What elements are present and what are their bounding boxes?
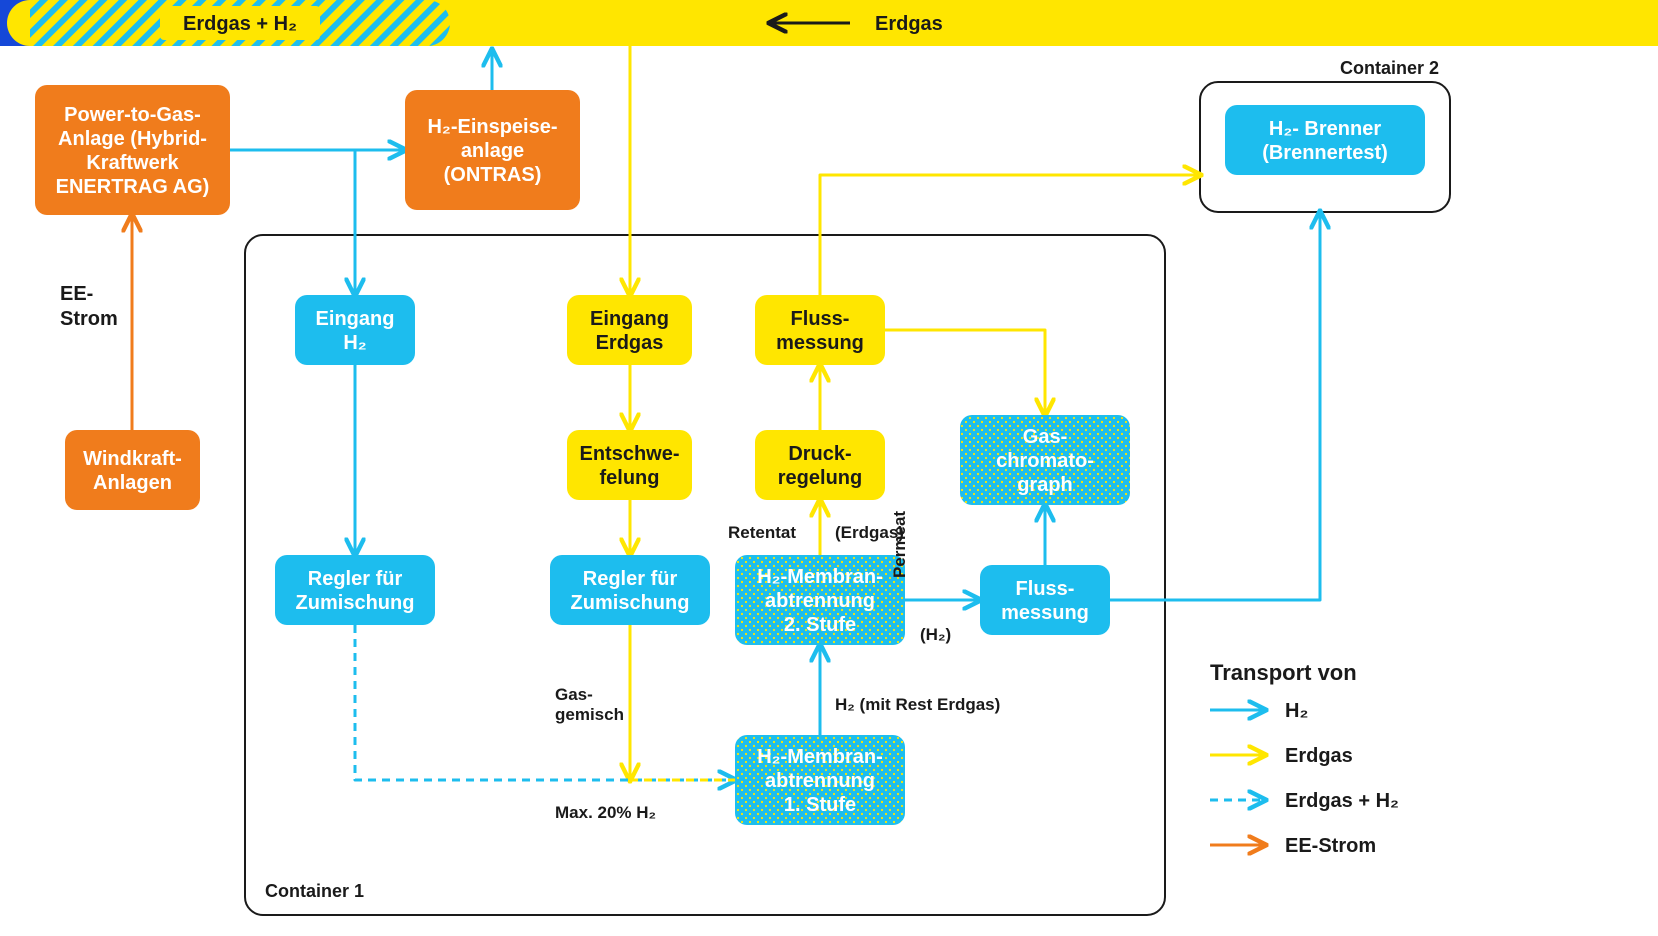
node-brenner-line0: H₂- Brenner	[1269, 118, 1381, 140]
node-memb1-line1: abtrennung	[765, 770, 875, 792]
node-eing_ng-line1: Erdgas	[596, 332, 664, 354]
edge-e_fluss2_brenner	[1110, 212, 1320, 600]
node-fluss1-line0: Fluss-	[791, 308, 850, 330]
node-fluss2	[980, 565, 1110, 635]
legend-label-3: EE-Strom	[1285, 835, 1376, 857]
node-gchrom-line2: graph	[1017, 474, 1073, 496]
node-reg_h2-line0: Regler für	[308, 568, 403, 590]
edge-label-8: gemisch	[555, 705, 624, 724]
node-memb1-line2: 1. Stufe	[784, 794, 856, 816]
node-fluss1-line1: messung	[776, 332, 864, 354]
node-entsch	[567, 430, 692, 500]
legend-label-2: Erdgas + H₂	[1285, 790, 1399, 812]
node-fluss2-line1: messung	[1001, 602, 1089, 624]
node-memb2-line1: abtrennung	[765, 590, 875, 612]
node-ptg-line1: Anlage (Hybrid-	[58, 128, 207, 150]
edge-e_fluss1_gchrom	[885, 330, 1045, 415]
node-memb2-line0: H₂-Membran-	[757, 566, 883, 588]
nodes-layer: Power-to-Gas-Anlage (Hybrid-KraftwerkENE…	[35, 85, 1425, 825]
node-druck-line0: Druck-	[788, 443, 851, 465]
node-memb1-line0: H₂-Membran-	[757, 746, 883, 768]
node-wind-line1: Anlagen	[93, 472, 172, 494]
node-ptg-line2: Kraftwerk	[86, 152, 179, 174]
node-reg_h2	[275, 555, 435, 625]
node-einsp-line1: anlage	[461, 140, 524, 162]
edge-label-2: Retentat	[728, 523, 796, 542]
topbar-erdgas-label: Erdgas	[875, 13, 943, 35]
node-eing_h2	[295, 295, 415, 365]
legend-title: Transport von	[1210, 660, 1357, 685]
node-eing_ng-line0: Eingang	[590, 308, 669, 330]
edge-label-9: Max. 20% H₂	[555, 803, 656, 822]
edge-label-6: (H₂)	[920, 625, 951, 644]
node-entsch-line0: Entschwe-	[579, 443, 679, 465]
node-eing_h2-line0: Eingang	[316, 308, 395, 330]
node-eing_ng	[567, 295, 692, 365]
container-label-c1: Container 1	[265, 881, 364, 901]
topbar-mix-label: Erdgas + H₂	[183, 13, 297, 35]
node-ptg-line3: ENERTRAG AG)	[56, 176, 210, 198]
node-wind	[65, 430, 200, 510]
edge-e_regh2_memb1	[355, 625, 735, 780]
node-wind-line0: Windkraft-	[83, 448, 182, 470]
node-fluss1	[755, 295, 885, 365]
node-brenner-line1: (Brennertest)	[1262, 142, 1388, 164]
node-reg_h2-line1: Zumischung	[296, 592, 415, 614]
edge-label-7: Gas-	[555, 685, 593, 704]
node-druck	[755, 430, 885, 500]
node-einsp-line2: (ONTRAS)	[444, 164, 542, 186]
node-reg_ng-line1: Zumischung	[571, 592, 690, 614]
node-eing_h2-line1: H₂	[343, 332, 366, 354]
edge-label-5: Permeat	[890, 511, 909, 578]
node-memb2-line2: 2. Stufe	[784, 614, 856, 636]
edge-label-0: EE-	[60, 283, 93, 305]
node-gchrom-line0: Gas-	[1023, 426, 1067, 448]
node-brenner	[1225, 105, 1425, 175]
edge-label-4: H₂ (mit Rest Erdgas)	[835, 695, 1000, 714]
node-einsp-line0: H₂-Einspeise-	[427, 116, 557, 138]
node-reg_ng	[550, 555, 710, 625]
node-druck-line1: regelung	[778, 467, 862, 489]
edge-label-1: Strom	[60, 308, 118, 330]
legend-label-1: Erdgas	[1285, 745, 1353, 767]
node-entsch-line1: felung	[600, 467, 660, 489]
node-ptg-line0: Power-to-Gas-	[64, 104, 201, 126]
edges-layer	[132, 46, 1320, 780]
legend-label-0: H₂	[1285, 700, 1308, 722]
container-label-c2: Container 2	[1340, 58, 1439, 78]
node-reg_ng-line0: Regler für	[583, 568, 678, 590]
node-fluss2-line0: Fluss-	[1016, 578, 1075, 600]
node-gchrom-line1: chromato-	[996, 450, 1094, 472]
